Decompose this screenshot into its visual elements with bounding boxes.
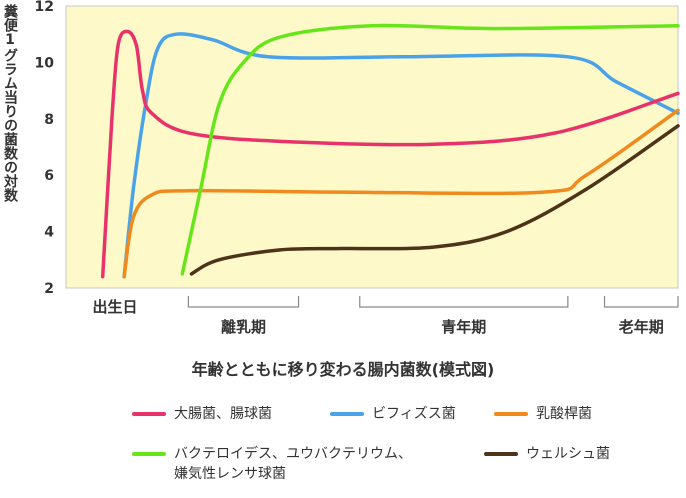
legend-label-coliform: 大腸菌、腸球菌 — [174, 406, 272, 422]
legend-swatch-welchii — [484, 452, 518, 456]
legend-label-lactobacillus: 乳酸桿菌 — [536, 406, 592, 422]
plot-area — [65, 5, 679, 289]
stage-label: 離乳期 — [221, 318, 266, 336]
legend-item-lactobacillus: 乳酸桿菌 — [494, 404, 592, 424]
stage-label: 出生日 — [92, 298, 137, 316]
y-axis-label-wrap: 糞便1グラム当りの菌数の対数 — [0, 4, 20, 202]
y-tick-label: 8 — [44, 112, 54, 128]
stage-bracket — [359, 296, 569, 308]
legend-item-bifidobacteria: ビフィズス菌 — [330, 404, 456, 424]
y-tick-label: 6 — [44, 168, 54, 184]
legend-label-welchii: ウェルシュ菌 — [526, 446, 610, 462]
line-bacteroides — [180, 23, 680, 276]
legend-swatch-bacteroides — [132, 452, 166, 456]
legend-swatch-lactobacillus — [494, 412, 528, 416]
stage-label: 老年期 — [618, 318, 664, 336]
y-tick-label: 4 — [44, 225, 54, 241]
line-lactobacillus — [122, 108, 680, 279]
y-axis-label: 糞便1グラム当りの菌数の対数 — [2, 4, 18, 202]
legend-label-bifidobacteria: ビフィズス菌 — [372, 406, 456, 422]
legend-item-bacteroides: バクテロイデス、ユウバクテリウム、 嫌気性レンサ球菌 — [132, 444, 412, 484]
y-tick-label: 2 — [44, 281, 54, 297]
stage-label: 青年期 — [441, 318, 486, 336]
stage-bracket — [603, 296, 679, 308]
legend-swatch-coliform — [132, 412, 166, 416]
line-bifidobacteria — [122, 32, 680, 279]
legend-swatch-bifidobacteria — [330, 412, 364, 416]
chart-title: 年齢とともに移り変わる腸内菌数(模式図) — [191, 360, 495, 379]
line-coliform — [100, 29, 680, 279]
legend-item-welchii: ウェルシュ菌 — [484, 444, 610, 464]
y-tick-label: 12 — [35, 0, 54, 15]
legend-label-bacteroides: バクテロイデス、ユウバクテリウム、 嫌気性レンサ球菌 — [174, 446, 412, 482]
stage-bracket — [187, 296, 300, 308]
line-welchii — [189, 124, 680, 276]
legend-item-coliform: 大腸菌、腸球菌 — [132, 404, 272, 424]
y-tick-label: 10 — [35, 55, 55, 71]
